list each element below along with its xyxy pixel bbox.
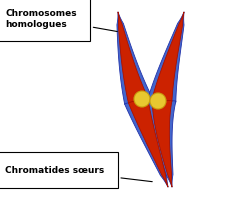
Polygon shape xyxy=(128,98,168,187)
Polygon shape xyxy=(148,13,184,103)
Polygon shape xyxy=(124,97,168,187)
Text: Chromatides sœurs: Chromatides sœurs xyxy=(5,166,152,182)
Polygon shape xyxy=(152,13,184,102)
Polygon shape xyxy=(148,100,176,187)
Circle shape xyxy=(134,92,150,107)
Circle shape xyxy=(150,94,166,109)
Text: Chromosomes
homologues: Chromosomes homologues xyxy=(5,9,117,32)
Polygon shape xyxy=(118,13,148,104)
Polygon shape xyxy=(152,100,172,187)
Polygon shape xyxy=(117,13,151,105)
